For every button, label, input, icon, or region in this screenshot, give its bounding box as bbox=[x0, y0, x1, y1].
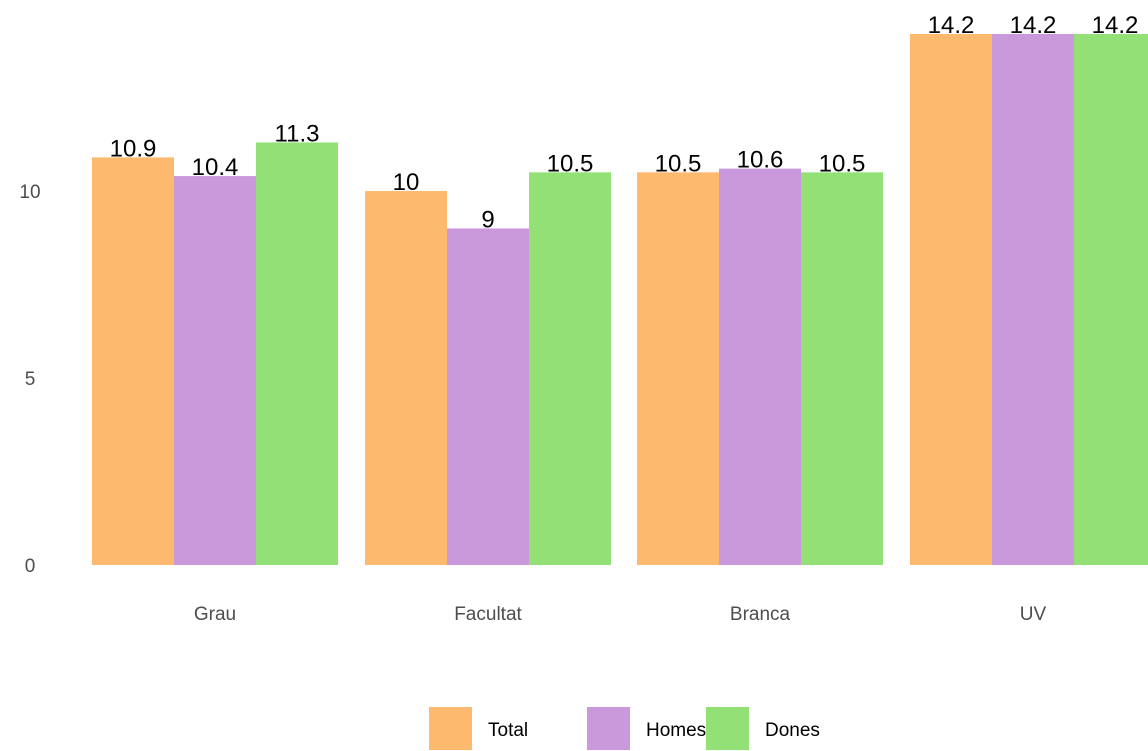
data-label: 10.5 bbox=[547, 150, 594, 177]
bar-dones-uv bbox=[1074, 34, 1148, 565]
legend: Total Homes Dones bbox=[429, 707, 820, 750]
legend-label: Homes bbox=[646, 720, 706, 741]
x-tick-label: Facultat bbox=[454, 604, 522, 625]
data-label: 9 bbox=[481, 206, 494, 233]
data-label: 10.5 bbox=[655, 150, 702, 177]
bars-group bbox=[92, 34, 1148, 566]
y-tick-label: 5 bbox=[25, 369, 36, 390]
data-label: 10.6 bbox=[737, 147, 784, 174]
data-label: 10.5 bbox=[819, 150, 866, 177]
data-labels-group: 10.9 10.4 11.3 10 9 10.5 10.5 10.6 10.5 14.2 14.2 1… bbox=[110, 12, 1139, 233]
legend-label: Total bbox=[488, 720, 528, 741]
data-label: 14.2 bbox=[1010, 12, 1057, 39]
data-label: 10.4 bbox=[192, 154, 239, 181]
x-tick-label: UV bbox=[1020, 604, 1047, 625]
bar-dones-facultat bbox=[529, 172, 611, 565]
legend-swatch bbox=[706, 707, 749, 750]
bar-homes-uv bbox=[992, 34, 1074, 565]
bar-total-uv bbox=[910, 34, 992, 565]
y-axis: 0 5 10 bbox=[19, 182, 40, 577]
data-label: 10 bbox=[393, 169, 420, 196]
x-tick-label: Branca bbox=[730, 604, 791, 625]
legend-swatch bbox=[587, 707, 630, 750]
data-label: 14.2 bbox=[1092, 12, 1139, 39]
data-label: 14.2 bbox=[928, 12, 975, 39]
y-tick-label: 0 bbox=[25, 556, 36, 577]
bar-homes-grau bbox=[174, 176, 256, 566]
bar-dones-branca bbox=[801, 172, 883, 565]
data-label: 11.3 bbox=[275, 120, 320, 147]
bar-total-grau bbox=[92, 157, 174, 565]
legend-item-total: Total bbox=[429, 707, 528, 750]
data-label: 10.9 bbox=[110, 135, 157, 162]
bar-homes-branca bbox=[719, 168, 801, 565]
y-tick-label: 10 bbox=[19, 182, 40, 203]
legend-item-homes: Homes bbox=[587, 707, 706, 750]
bar-dones-grau bbox=[256, 142, 338, 565]
bar-total-branca bbox=[637, 172, 719, 565]
x-tick-label: Grau bbox=[194, 604, 236, 625]
x-axis: Grau Facultat Branca UV bbox=[194, 604, 1047, 625]
legend-item-dones: Dones bbox=[706, 707, 820, 750]
bar-total-facultat bbox=[365, 191, 447, 565]
legend-swatch bbox=[429, 707, 472, 750]
legend-label: Dones bbox=[765, 720, 820, 741]
bar-homes-facultat bbox=[447, 228, 529, 566]
